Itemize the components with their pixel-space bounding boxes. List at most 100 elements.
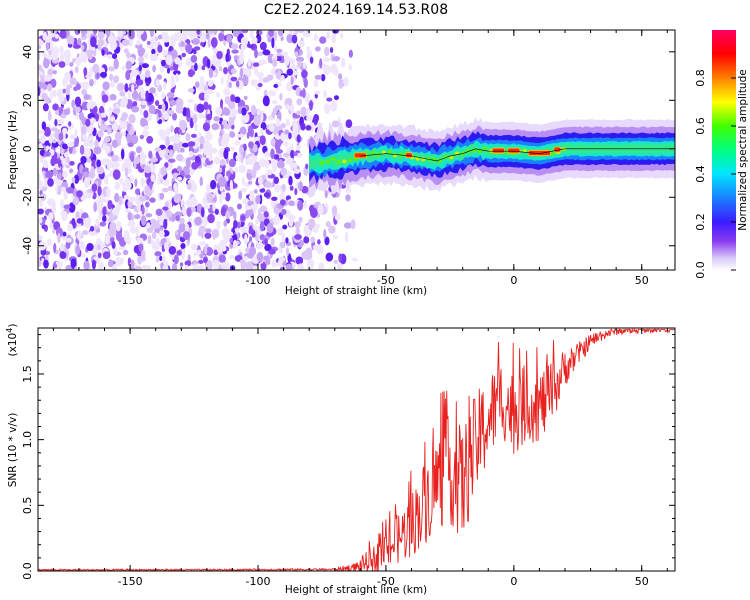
spectrogram-noise-cell [271, 37, 275, 49]
spectrogram-noise-cell [106, 54, 113, 60]
spectrogram-noise-cell [174, 230, 179, 236]
spectrogram-noise-cell [138, 65, 142, 72]
spectrogram-noise-cell [225, 192, 231, 202]
spectrogram-noise-cell [259, 135, 266, 146]
spectrogram-noise-cell [220, 206, 227, 217]
spectrogram-band-cell [426, 157, 432, 161]
spectrogram-noise-cell [239, 226, 248, 233]
spectrogram-noise-cell [202, 122, 211, 132]
spectrogram-noise-cell [191, 161, 199, 170]
spectrogram-noise-cell [59, 155, 64, 161]
spectrogram-noise-cell [90, 166, 95, 177]
spectrogram-noise-cell [223, 88, 231, 96]
spectrogram-noise-cell [223, 148, 229, 160]
spectrogram-noise-cell [186, 207, 192, 217]
spectrogram-noise-cell [94, 113, 100, 122]
spectrogram-noise-cell [101, 49, 105, 56]
spectrogram-noise-cell [323, 57, 331, 63]
spectrogram-noise-cell [338, 73, 343, 80]
spectrogram-noise-cell [252, 167, 257, 179]
spectrogram-noise-cell [218, 176, 227, 188]
spectrogram-noise-cell [316, 213, 321, 219]
spectrogram-noise-cell [252, 62, 260, 67]
spectrogram-noise-cell [140, 117, 146, 128]
spectrogram-noise-cell [131, 68, 138, 77]
spectrogram-noise-cell [190, 206, 196, 213]
spectrogram-noise-cell [256, 108, 261, 116]
spectrogram-noise-cell [230, 68, 237, 75]
spectrogram-noise-cell [218, 32, 225, 42]
spectrogram-noise-cell [59, 52, 65, 62]
spectrogram-noise-cell [60, 106, 64, 113]
spectrogram-noise-cell [131, 106, 139, 113]
spectrogram-noise-cell [189, 182, 197, 193]
spectrogram-noise-cell [157, 176, 161, 186]
spectrogram-noise-cell [60, 199, 65, 210]
figure-title: C2E2.2024.169.14.53.R08 [264, 2, 448, 18]
spectrogram-noise-cell [185, 198, 194, 208]
spectrogram-noise-cell [263, 192, 271, 198]
y-tick-label: 1.5 [21, 365, 34, 383]
spectrogram-noise-cell [102, 206, 107, 216]
spectrogram-noise-cell [38, 86, 41, 97]
spectrogram-noise-cell [88, 66, 93, 77]
spectrogram-noise-cell [125, 70, 131, 81]
spectrogram-noise-cell [259, 188, 266, 193]
spectrogram-noise-cell [216, 245, 221, 253]
spectrogram-noise-cell [258, 158, 266, 168]
spectrogram-noise-cell [114, 131, 122, 142]
spectrogram-noise-cell [232, 30, 240, 37]
spectrogram-noise-cell [48, 49, 53, 56]
spectrogram-noise-cell [128, 129, 135, 136]
spectrogram-noise-cell [72, 44, 81, 49]
spectrogram-noise-cell [43, 259, 49, 269]
spectrogram-noise-cell [122, 249, 129, 256]
spectrogram-noise-cell [268, 123, 275, 132]
colorbar-tick-label: 0.8 [694, 69, 707, 87]
spectrogram-noise-cell [38, 50, 41, 61]
spectrogram-noise-cell [48, 212, 54, 221]
spectrogram-noise-cell [173, 254, 179, 265]
spectrogram-noise-cell [288, 30, 296, 35]
spectrogram-y-axis: -40 -20 0 20 40 [21, 45, 675, 255]
spectrogram-noise-cell [187, 69, 195, 78]
spectrogram-noise-cell [83, 93, 91, 100]
spectrogram-noise-cell [130, 174, 134, 182]
spectrogram-noise-cell [240, 36, 249, 47]
spectrogram-noise-cell [135, 156, 140, 165]
spectrogram-noise-cell [233, 211, 237, 221]
spectrogram-panel: -150 -100 -50 0 50 -40 -20 0 20 40 Height of str… [7, 29, 676, 297]
spectrogram-noise-cell [331, 32, 337, 44]
spectrogram-noise-cell [342, 76, 349, 87]
spectrogram-noise-cell [326, 97, 333, 102]
spectrogram-noise-cell [164, 201, 169, 207]
spectrogram-noise-cell [135, 79, 144, 86]
spectrogram-noise-cell [63, 248, 69, 253]
spectrogram-noise-cell [146, 44, 155, 49]
spectrogram-noise-cell [292, 162, 298, 170]
spectrogram-noise-cell [271, 196, 278, 201]
spectrogram-noise-cell [81, 230, 89, 236]
spectrogram-noise-cell [230, 146, 235, 152]
spectrogram-noise-cell [104, 145, 111, 154]
spectrogram-noise-cell [319, 58, 323, 69]
spectrogram-noise-cell [210, 179, 217, 190]
spectrogram-noise-cell [148, 150, 153, 159]
spectrogram-noise-cell [74, 96, 82, 107]
spectrogram-noise-cell [166, 92, 175, 98]
spectrogram-noise-cell [325, 221, 331, 228]
spectrogram-noise-cell [159, 255, 163, 262]
spectrogram-noise-cell [188, 217, 192, 222]
spectrogram-noise-cell [314, 46, 321, 52]
spectrogram-noise-cell [62, 127, 68, 135]
spectrogram-noise-cell [345, 194, 351, 202]
spectrogram-noise-cell [208, 67, 213, 79]
spectrogram-noise-cell [207, 213, 215, 224]
spectrogram-noise-cell [160, 59, 166, 67]
spectrogram-noise-cell [212, 229, 216, 241]
spectrogram-noise-cell [52, 138, 57, 144]
spectrogram-noise-cell [149, 30, 154, 37]
spectrogram-noise-cell [287, 214, 296, 221]
spectrogram-noise-cell [128, 196, 136, 203]
spectrogram-noise-cell [68, 202, 76, 213]
